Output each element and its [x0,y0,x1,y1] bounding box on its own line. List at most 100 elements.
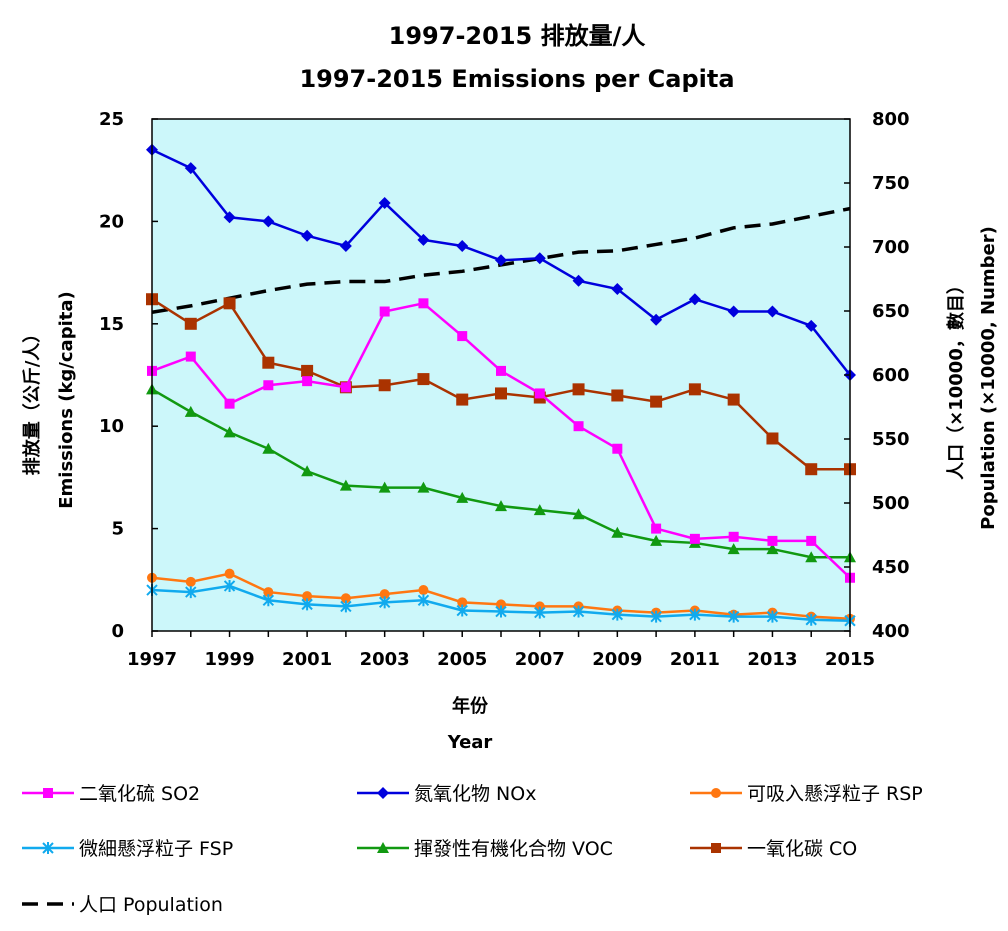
data-point [184,317,197,330]
legend: 二氧化硫 SO2 氮氧化物 NOx 可吸入懸浮粒子 RSP 微細懸浮粒子 FSP 揮發性… [22,783,923,916]
legend-marker [711,843,721,853]
y2-tick-label: 650 [872,301,910,322]
legend-label: 可吸入懸浮粒子 RSP [747,783,923,805]
data-point [805,613,817,626]
data-point [301,598,313,611]
legend-item: 二氧化硫 SO2 [22,783,200,805]
x-tick-label: 2013 [747,649,797,670]
legend-label: 微細懸浮粒子 FSP [79,838,233,860]
y2-tick-label: 400 [872,621,910,642]
data-point [533,504,546,516]
data-point [302,376,313,387]
series-0 [147,298,855,583]
data-point [185,586,197,599]
data-point [224,568,235,579]
data-point [650,395,663,408]
x-tick-label: 2001 [282,649,332,670]
data-point [728,531,739,542]
legend-item: 揮發性有機化合物 VOC [357,838,613,860]
data-point [224,398,235,409]
data-point [456,491,469,503]
data-point [417,594,430,607]
legend-item: 一氧化碳 CO [690,838,857,860]
legend-label: 人口 Population [79,894,223,916]
y-tick-label: 0 [111,621,124,642]
data-point [339,479,352,491]
data-point [263,380,274,391]
legend-item: 氮氧化物 NOx [357,783,536,805]
legend-item: 人口 Population [22,894,223,916]
data-point [185,576,196,587]
legend-label: 二氧化硫 SO2 [79,783,200,805]
y-axis-label-en: Emissions (kg/capita) [56,291,77,509]
data-point [302,591,313,602]
data-point [456,393,469,406]
legend-item: 可吸入懸浮粒子 RSP [690,783,923,805]
data-point [534,388,545,399]
data-point [611,608,624,621]
data-point [339,239,352,252]
data-point [185,351,196,362]
axis-layer: 0 5 10 15 20 25 400 450 500 550 600 650 700 750 800 199… [99,109,910,670]
data-point [262,594,275,607]
y2-tick-label: 600 [872,365,910,386]
data-point [767,535,778,546]
data-point [650,313,663,326]
series-layer [146,143,856,627]
data-point [262,442,275,454]
x-tick-label: 2015 [825,649,875,670]
data-point [301,364,314,377]
data-point [727,543,740,555]
data-point [379,589,390,600]
x-tick-label: 2007 [515,649,565,670]
y2-axis-label-en: Population (×10000, Number) [978,226,999,530]
y-tick-label: 25 [99,109,124,130]
y2-tick-label: 450 [872,557,910,578]
y-tick-label: 15 [99,314,124,335]
data-point [650,534,663,546]
data-point [611,282,624,295]
y-axis-label: 排放量（公斤/人） [21,325,43,476]
y2-tick-label: 550 [872,429,910,450]
data-point [727,610,740,623]
series-1 [146,143,856,381]
data-point [806,535,817,546]
data-point [572,383,585,396]
y-tick-label: 5 [111,519,124,540]
data-point [805,551,818,563]
data-point [456,604,468,617]
data-point [727,393,740,406]
data-point [496,365,506,376]
legend-item: 微細懸浮粒子 FSP [22,838,233,860]
data-point [688,293,701,306]
data-point [533,252,546,265]
data-point [378,481,391,493]
data-point [688,383,701,396]
data-point [457,597,468,608]
data-point [301,229,314,242]
y-tick-label: 20 [99,211,124,232]
data-point [534,606,546,619]
data-point [223,426,236,438]
legend-marker [711,788,721,798]
data-point [689,608,701,621]
data-point [262,215,275,228]
data-point [417,233,430,246]
x-axis-label: 年份 [452,695,489,717]
legend-label: 一氧化碳 CO [747,838,857,860]
data-point [611,389,624,402]
x-tick-label: 2009 [592,649,642,670]
data-point [766,610,779,623]
legend-marker [42,842,54,854]
data-point [456,239,469,252]
y2-tick-label: 700 [872,237,910,258]
data-point [378,596,391,609]
x-tick-label: 1999 [205,649,255,670]
data-point [379,306,390,317]
data-point [301,465,314,477]
x-tick-label: 1997 [127,649,177,670]
data-point [457,331,468,342]
data-point [805,319,818,332]
data-point [573,421,584,432]
